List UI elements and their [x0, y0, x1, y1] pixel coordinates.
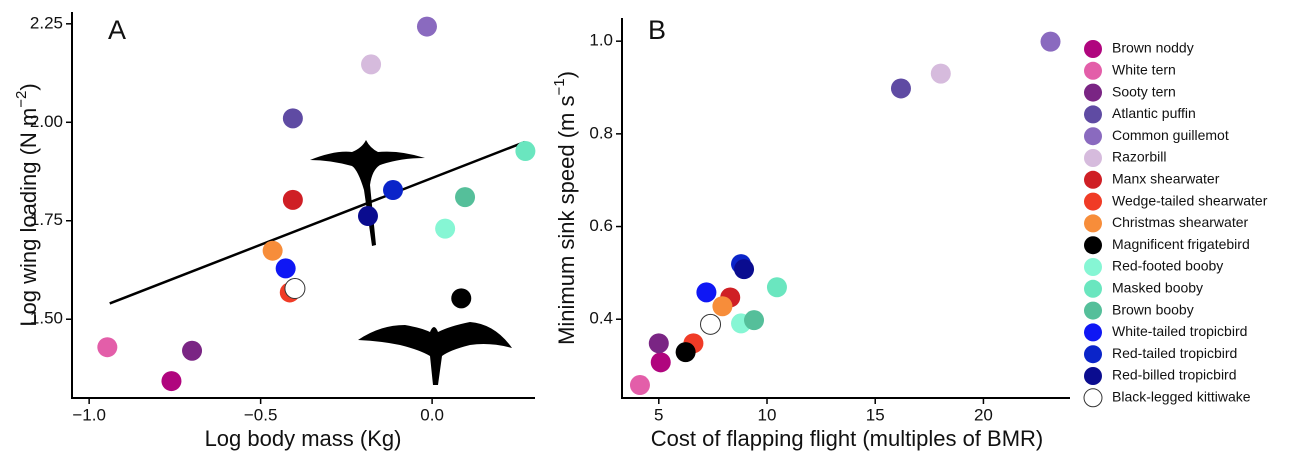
point	[629, 375, 650, 396]
x-tick-label: 10	[758, 405, 777, 424]
point	[357, 206, 378, 227]
point	[416, 16, 437, 37]
x-axis-title: Cost of flapping flight (multiples of BM…	[651, 426, 1044, 451]
point	[383, 180, 404, 201]
x-tick-label: 15	[866, 405, 885, 424]
point	[696, 282, 717, 303]
legend-marker	[1084, 40, 1102, 58]
legend-marker	[1083, 388, 1103, 408]
legend-label: Manx shearwater	[1112, 171, 1220, 187]
point	[451, 288, 472, 309]
legend-marker	[1084, 61, 1102, 80]
silhouette-top	[310, 140, 425, 246]
y-tick-label: 1.0	[589, 31, 613, 50]
x-tick-label: 5	[654, 405, 663, 424]
point	[282, 189, 303, 210]
legend-label: White tern	[1112, 62, 1176, 78]
legend-marker	[1084, 345, 1102, 364]
legend-marker	[1084, 105, 1102, 124]
legend-label: Sooty tern	[1112, 83, 1176, 99]
point	[435, 218, 456, 239]
y-axis-title-sup: −1	[551, 78, 568, 95]
point	[675, 342, 696, 363]
y-tick-label: 0.8	[589, 123, 613, 142]
point	[734, 259, 755, 280]
point	[712, 296, 733, 317]
legend-label: Common guillemot	[1112, 127, 1229, 143]
point	[700, 313, 722, 335]
y-axis-title: Minimum sink speed (m s−1)	[551, 71, 579, 345]
y-tick-label: 1.75	[30, 210, 63, 229]
legend-marker	[1084, 149, 1102, 167]
point	[890, 78, 911, 99]
point	[455, 187, 476, 208]
point	[361, 54, 382, 75]
legend-marker	[1084, 323, 1102, 342]
silhouette-bottom	[358, 322, 512, 385]
legend-label: Red-footed booby	[1112, 258, 1223, 274]
legend-label: Brown noddy	[1112, 40, 1194, 56]
y-axis-title-sup: −2	[13, 91, 30, 108]
point	[161, 371, 182, 392]
point	[182, 340, 203, 361]
legend-label: Red-tailed tropicbird	[1112, 345, 1237, 361]
y-axis-title-main: Log wing loading (N m	[16, 108, 41, 327]
legend-label: Razorbill	[1112, 149, 1166, 165]
x-tick-label: −1.0	[72, 405, 106, 424]
y-tick-label: 2.25	[30, 13, 63, 32]
legend-label: Atlantic puffin	[1112, 105, 1196, 121]
point	[930, 63, 951, 84]
y-tick-label: 0.6	[589, 216, 613, 235]
point	[744, 310, 765, 331]
y-axis-title-end: )	[16, 83, 41, 90]
panel-label: A	[108, 15, 126, 45]
y-axis-title-main: Minimum sink speed (m s	[554, 96, 579, 345]
y-tick-label: 2.00	[30, 112, 63, 131]
point	[275, 258, 296, 279]
point	[648, 333, 669, 354]
point	[1040, 31, 1061, 52]
legend-marker	[1084, 236, 1102, 255]
x-axis-title: Log body mass (Kg)	[205, 426, 402, 451]
legend-marker	[1084, 258, 1102, 276]
point	[262, 240, 283, 261]
x-tick-label: 0.0	[420, 405, 444, 424]
legend-marker	[1084, 214, 1102, 233]
legend-marker	[1084, 367, 1102, 385]
legend-marker	[1084, 83, 1102, 102]
point	[650, 352, 671, 373]
trend-line	[109, 140, 526, 305]
point	[766, 277, 787, 298]
y-axis-title-end: )	[554, 71, 579, 78]
legend-label: Black-legged kittiwake	[1112, 389, 1251, 405]
point	[282, 108, 303, 129]
legend-marker	[1084, 127, 1102, 146]
point	[515, 141, 536, 162]
legend-label: Magnificent frigatebird	[1112, 236, 1250, 252]
frigatebird-silhouettes	[310, 140, 512, 385]
y-axis-title: Log wing loading (N m−2)	[13, 83, 41, 326]
legend-marker	[1084, 170, 1102, 189]
legend-marker	[1084, 301, 1102, 320]
legend-label: Wedge-tailed shearwater	[1112, 192, 1268, 208]
legend-label: White-tailed tropicbird	[1112, 323, 1247, 339]
y-tick-label: 1.50	[30, 309, 63, 328]
legend-marker	[1084, 192, 1102, 211]
legend-marker	[1084, 279, 1102, 298]
x-tick-label: 20	[974, 405, 993, 424]
legend-label: Masked booby	[1112, 280, 1203, 296]
panel-label: B	[648, 15, 666, 45]
point	[284, 278, 306, 300]
legend-label: Brown booby	[1112, 301, 1194, 317]
legend-label: Red-billed tropicbird	[1112, 367, 1237, 383]
x-tick-label: −0.5	[244, 405, 278, 424]
legend-label: Christmas shearwater	[1112, 214, 1248, 230]
point	[97, 337, 118, 358]
y-tick-label: 0.4	[589, 309, 613, 328]
